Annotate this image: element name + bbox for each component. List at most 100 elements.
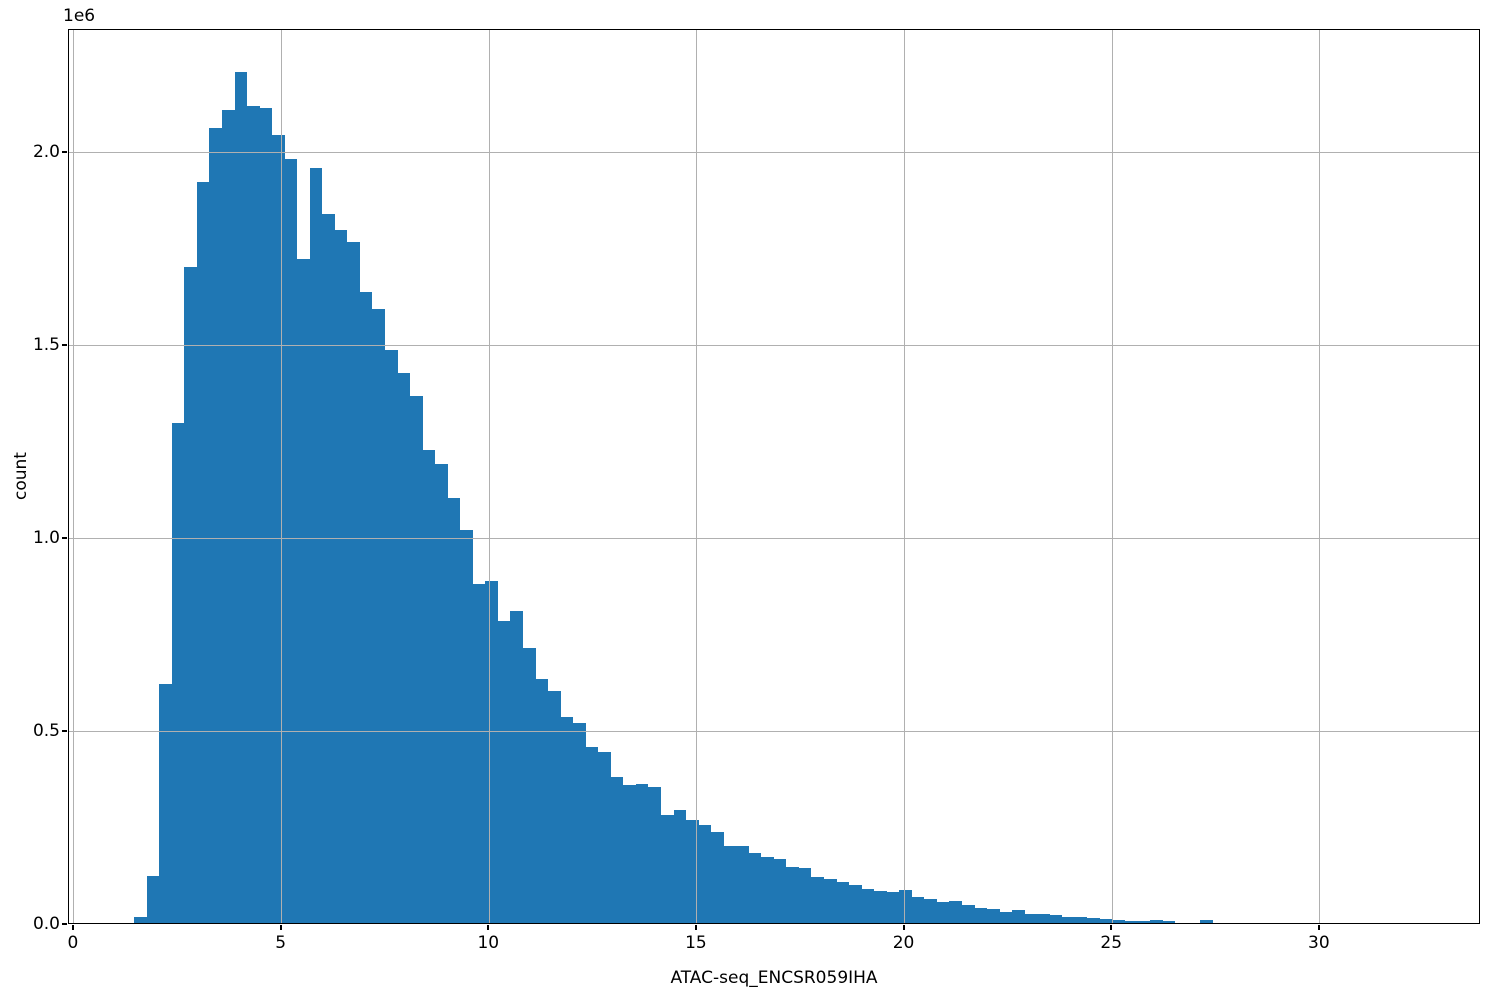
x-tick-label: 25 (1100, 933, 1123, 953)
histogram-bar (598, 752, 611, 923)
histogram-bar (887, 892, 899, 923)
histogram-bar (335, 230, 347, 923)
histogram-bar (711, 832, 724, 923)
histogram-bar (1025, 914, 1037, 923)
histogram-bar (460, 530, 473, 923)
x-tick-label: 30 (1308, 933, 1330, 953)
histogram-bar (548, 691, 561, 923)
histogram-bar (310, 168, 322, 923)
histogram-bar (235, 72, 247, 923)
x-tick-label: 20 (892, 933, 915, 953)
histogram-bar (674, 810, 686, 923)
histogram-bar (147, 876, 159, 923)
histogram-bar (347, 242, 360, 923)
gridline-vertical (1111, 30, 1113, 923)
x-tick-label: 5 (275, 933, 287, 953)
histogram-bar (837, 882, 849, 923)
histogram-bar (360, 292, 372, 923)
y-tick-mark (62, 923, 67, 925)
histogram-bar (786, 867, 799, 923)
plot-area (68, 29, 1480, 924)
histogram-bar (134, 917, 147, 923)
histogram-bar (209, 128, 222, 923)
histogram-bar (410, 396, 423, 923)
y-tick-label: 1.5 (32, 334, 60, 355)
histogram-bar (1100, 919, 1112, 923)
histogram-bar (573, 723, 586, 923)
histogram-bar (975, 908, 987, 923)
histogram-bar (636, 784, 648, 923)
gridline-vertical (73, 30, 75, 923)
histogram-bar (385, 350, 398, 923)
histogram-bar (937, 902, 949, 923)
gridline-horizontal (69, 731, 1479, 733)
y-tick-mark (62, 729, 67, 732)
histogram-bar (285, 159, 297, 923)
histogram-bar (1112, 920, 1125, 923)
histogram-bar (372, 309, 385, 923)
gridline-horizontal (69, 152, 1479, 154)
histogram-bar (172, 423, 184, 923)
histogram-bar (686, 820, 699, 923)
y-tick-label: 0.5 (32, 720, 60, 741)
x-tick-mark (694, 925, 697, 930)
histogram-bar (272, 135, 285, 923)
x-tick-label: 15 (685, 933, 707, 953)
y-tick-mark (62, 150, 67, 153)
histogram-bar (435, 464, 448, 923)
gridline-vertical (904, 30, 906, 923)
y-tick-mark (62, 343, 67, 346)
x-tick-mark (487, 925, 490, 930)
histogram-bar (159, 684, 172, 923)
histogram-bar (398, 373, 410, 923)
y-tick-label: 0.0 (32, 914, 60, 934)
gridline-vertical (488, 30, 490, 923)
histogram-bar (724, 846, 736, 923)
histogram-bar (1062, 917, 1075, 923)
histogram-bar (485, 581, 498, 923)
histogram-bar (849, 885, 862, 923)
histogram-bar (510, 611, 523, 923)
histogram-bar (523, 648, 536, 923)
histogram-bar (1150, 920, 1163, 923)
histogram-bar (473, 584, 485, 923)
histogram-bar (811, 877, 824, 923)
histogram-bar (561, 717, 573, 923)
histogram-bar (862, 889, 874, 923)
histogram-bar (247, 106, 260, 923)
histogram-bar (824, 879, 837, 923)
histogram-bar (197, 182, 209, 923)
y-tick-label: 1.0 (32, 527, 60, 548)
histogram-bar (1012, 910, 1025, 923)
x-tick-mark (1110, 925, 1113, 930)
histogram-bar (648, 787, 661, 923)
y-axis-offset-text: 1e6 (63, 6, 96, 26)
gridline-vertical (1319, 30, 1321, 923)
y-tick-mark (62, 536, 67, 539)
histogram-bar (611, 777, 623, 923)
histogram-bar (297, 259, 310, 923)
histogram-bar (699, 825, 711, 923)
y-tick-label: 2.0 (32, 141, 60, 162)
histogram-bar (661, 815, 674, 923)
histogram-bar (423, 450, 435, 923)
histogram-bar (322, 214, 335, 923)
histogram-bar (536, 679, 548, 923)
gridline-horizontal (69, 345, 1479, 347)
histogram-bar (962, 905, 975, 923)
histogram-bar (761, 857, 774, 923)
histogram-bar (736, 846, 749, 923)
histogram-bar (1087, 918, 1100, 923)
y-axis-label: count (11, 452, 31, 500)
gridline-vertical (281, 30, 283, 923)
histogram-bar (448, 498, 460, 923)
histogram-bar (184, 267, 197, 923)
histogram-bar (774, 859, 786, 923)
x-tick-mark (1317, 925, 1320, 930)
histogram-bar (1037, 914, 1050, 923)
histogram-bar (912, 897, 924, 923)
histogram-bar (1125, 921, 1138, 923)
gridline-horizontal (69, 538, 1479, 540)
x-tick-label: 10 (477, 933, 500, 953)
histogram-bar (987, 909, 1000, 923)
